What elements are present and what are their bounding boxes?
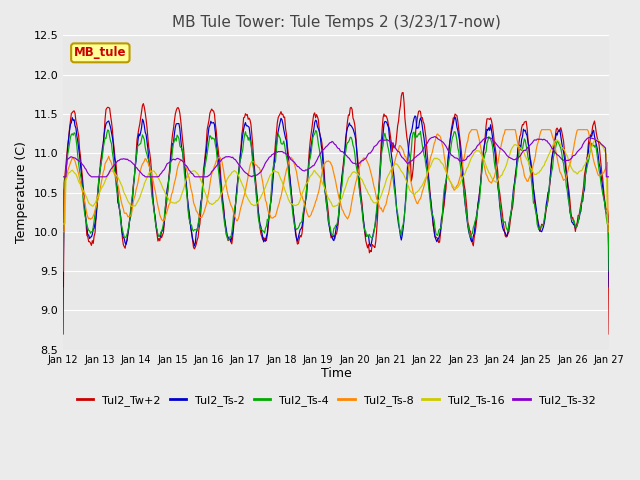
- Tul2_Ts-8: [156, 212, 164, 217]
- Tul2_Ts-4: [425, 184, 433, 190]
- Tul2_Tw+2: [471, 230, 479, 236]
- Tul2_Ts-2: [156, 233, 164, 239]
- Tul2_Ts-2: [381, 119, 388, 124]
- Line: Tul2_Ts-4: Tul2_Ts-4: [63, 130, 609, 271]
- Line: Tul2_Ts-16: Tul2_Ts-16: [63, 140, 609, 224]
- Tul2_Ts-4: [382, 135, 390, 141]
- Line: Tul2_Ts-32: Tul2_Ts-32: [63, 137, 609, 177]
- Tul2_Ts-8: [468, 127, 476, 132]
- Tul2_Ts-4: [60, 268, 67, 274]
- Text: MB_tule: MB_tule: [74, 47, 127, 60]
- Tul2_Ts-32: [200, 174, 207, 180]
- Line: Tul2_Ts-2: Tul2_Ts-2: [63, 116, 609, 287]
- Tul2_Ts-4: [200, 166, 208, 172]
- Tul2_Ts-16: [605, 221, 613, 227]
- Tul2_Ts-16: [60, 221, 67, 227]
- Tul2_Ts-16: [200, 185, 207, 191]
- Tul2_Tw+2: [381, 113, 388, 119]
- Legend: Tul2_Tw+2, Tul2_Ts-2, Tul2_Ts-4, Tul2_Ts-8, Tul2_Ts-16, Tul2_Ts-32: Tul2_Tw+2, Tul2_Ts-2, Tul2_Ts-4, Tul2_Ts…: [72, 390, 600, 410]
- Tul2_Ts-4: [605, 268, 613, 274]
- Title: MB Tule Tower: Tule Temps 2 (3/23/17-now): MB Tule Tower: Tule Temps 2 (3/23/17-now…: [172, 15, 500, 30]
- Tul2_Ts-32: [60, 174, 67, 180]
- Tul2_Ts-16: [307, 173, 314, 179]
- Tul2_Ts-32: [381, 137, 388, 143]
- Tul2_Ts-4: [307, 150, 315, 156]
- Tul2_Ts-16: [381, 182, 388, 188]
- Tul2_Ts-2: [60, 284, 67, 290]
- Tul2_Ts-4: [157, 229, 164, 235]
- Tul2_Tw+2: [60, 331, 67, 337]
- Tul2_Ts-32: [605, 174, 613, 180]
- Tul2_Ts-32: [307, 165, 314, 171]
- Tul2_Ts-16: [593, 137, 600, 143]
- Y-axis label: Temperature (C): Temperature (C): [15, 142, 28, 243]
- Tul2_Tw+2: [307, 139, 314, 144]
- X-axis label: Time: Time: [321, 367, 351, 380]
- Tul2_Tw+2: [605, 331, 613, 337]
- Tul2_Ts-2: [425, 177, 433, 183]
- Line: Tul2_Ts-8: Tul2_Ts-8: [63, 130, 609, 232]
- Tul2_Ts-2: [307, 150, 314, 156]
- Tul2_Tw+2: [425, 174, 433, 180]
- Tul2_Ts-2: [200, 176, 207, 181]
- Line: Tul2_Tw+2: Tul2_Tw+2: [63, 93, 609, 334]
- Tul2_Ts-16: [470, 150, 478, 156]
- Tul2_Ts-2: [605, 284, 613, 290]
- Tul2_Ts-8: [200, 211, 207, 216]
- Tul2_Ts-8: [605, 229, 613, 235]
- Tul2_Ts-32: [424, 140, 431, 145]
- Tul2_Tw+2: [200, 166, 207, 172]
- Tul2_Ts-8: [424, 168, 431, 174]
- Tul2_Ts-8: [381, 204, 388, 209]
- Tul2_Ts-2: [411, 113, 419, 119]
- Tul2_Ts-4: [471, 218, 479, 224]
- Tul2_Ts-16: [424, 170, 431, 176]
- Tul2_Ts-32: [431, 134, 439, 140]
- Tul2_Tw+2: [399, 90, 407, 96]
- Tul2_Ts-32: [471, 146, 479, 152]
- Tul2_Ts-16: [156, 178, 164, 184]
- Tul2_Ts-8: [60, 229, 67, 235]
- Tul2_Ts-4: [104, 127, 111, 133]
- Tul2_Ts-8: [307, 213, 314, 219]
- Tul2_Tw+2: [156, 238, 164, 244]
- Tul2_Ts-32: [156, 172, 164, 178]
- Tul2_Ts-8: [471, 127, 479, 132]
- Tul2_Ts-2: [471, 222, 479, 228]
